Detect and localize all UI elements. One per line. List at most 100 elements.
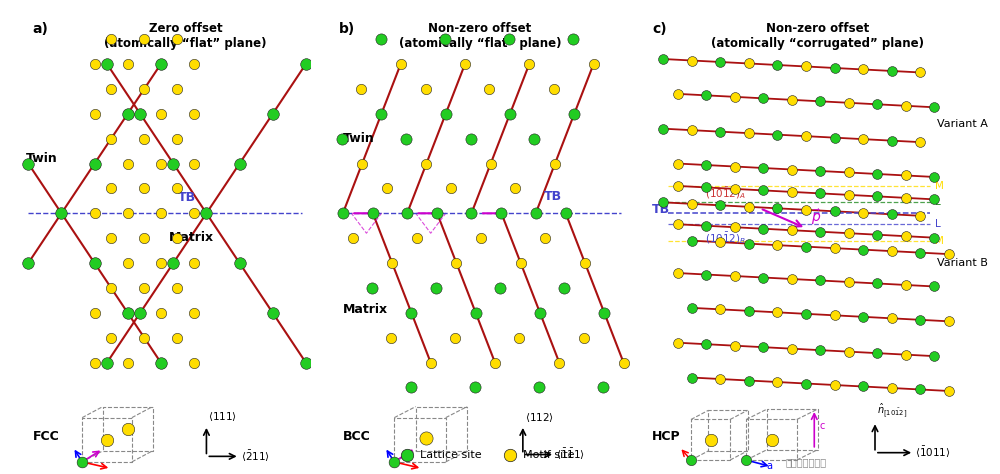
- Point: [467, 384, 483, 392]
- Point: [827, 208, 843, 215]
- Point: [136, 36, 152, 43]
- Text: Matrix: Matrix: [343, 303, 388, 316]
- Point: [136, 334, 152, 341]
- Point: [827, 245, 843, 252]
- Point: [87, 309, 103, 317]
- Point: [565, 36, 581, 43]
- Point: [169, 185, 185, 192]
- Point: [265, 309, 281, 317]
- Point: [398, 135, 414, 143]
- Point: [492, 284, 508, 292]
- Point: [855, 66, 871, 73]
- Point: [703, 436, 719, 444]
- Point: [437, 36, 453, 43]
- Point: [812, 228, 828, 236]
- Text: Motif site: Motif site: [523, 450, 574, 460]
- Point: [403, 384, 419, 392]
- Point: [493, 210, 509, 217]
- Point: [755, 273, 771, 281]
- Text: $\langle 111\rangle$: $\langle 111\rangle$: [208, 410, 237, 423]
- Point: [684, 374, 700, 381]
- Point: [501, 36, 517, 43]
- Point: [513, 259, 529, 267]
- Point: [526, 135, 542, 143]
- Point: [798, 380, 814, 387]
- Point: [827, 311, 843, 319]
- Text: BCC: BCC: [343, 429, 371, 443]
- Point: [393, 60, 409, 68]
- Point: [334, 135, 350, 143]
- Point: [20, 160, 36, 167]
- Point: [769, 309, 785, 316]
- Point: [153, 309, 169, 317]
- Point: [502, 110, 518, 118]
- Point: [712, 375, 728, 383]
- Point: [727, 163, 743, 170]
- Point: [812, 346, 828, 354]
- Point: [120, 309, 136, 317]
- Point: [468, 309, 484, 317]
- Point: [99, 60, 115, 68]
- Point: [99, 359, 115, 366]
- Point: [912, 249, 928, 256]
- Point: [136, 185, 152, 192]
- Text: Variant A: Variant A: [937, 118, 988, 129]
- Point: [727, 342, 743, 349]
- Point: [884, 247, 900, 255]
- Point: [941, 387, 957, 395]
- Point: [556, 284, 572, 292]
- Text: 材料科学与工程: 材料科学与工程: [785, 457, 827, 467]
- Point: [169, 135, 185, 143]
- Point: [912, 316, 928, 324]
- Point: [926, 196, 942, 203]
- Point: [683, 456, 699, 464]
- Point: [521, 60, 537, 68]
- Point: [712, 306, 728, 313]
- Point: [423, 359, 439, 366]
- Point: [87, 210, 103, 217]
- Point: [869, 170, 885, 178]
- Text: $\hat{n}_{[10\bar{1}2]}$: $\hat{n}_{[10\bar{1}2]}$: [877, 402, 907, 420]
- Point: [558, 210, 574, 217]
- Point: [912, 386, 928, 393]
- Text: L: L: [935, 197, 941, 207]
- Point: [120, 425, 136, 432]
- Point: [655, 199, 671, 206]
- Point: [384, 259, 400, 267]
- Point: [120, 259, 136, 267]
- Point: [120, 110, 136, 118]
- Point: [120, 110, 136, 118]
- Point: [403, 309, 419, 317]
- Point: [566, 110, 582, 118]
- Point: [727, 185, 743, 193]
- Point: [551, 359, 567, 366]
- Point: [463, 135, 479, 143]
- Point: [399, 451, 415, 459]
- Point: [532, 309, 548, 317]
- Text: Matrix: Matrix: [169, 231, 214, 244]
- Point: [132, 110, 148, 118]
- Point: [120, 160, 136, 167]
- Point: [546, 85, 562, 93]
- Point: [869, 280, 885, 287]
- Point: [855, 209, 871, 217]
- Text: L: L: [935, 219, 941, 229]
- Text: a: a: [766, 461, 772, 471]
- Point: [684, 57, 700, 64]
- Point: [165, 160, 181, 167]
- Point: [712, 201, 728, 209]
- Text: TB: TB: [177, 191, 196, 204]
- Point: [169, 334, 185, 341]
- Point: [855, 313, 871, 320]
- Point: [169, 36, 185, 43]
- Point: [898, 351, 914, 358]
- Point: [670, 182, 686, 190]
- Point: [841, 348, 857, 356]
- Point: [941, 318, 957, 325]
- Point: [153, 259, 169, 267]
- Point: [353, 85, 369, 93]
- Point: [232, 259, 248, 267]
- Point: [132, 309, 148, 317]
- Point: [698, 271, 714, 278]
- Point: [365, 210, 381, 217]
